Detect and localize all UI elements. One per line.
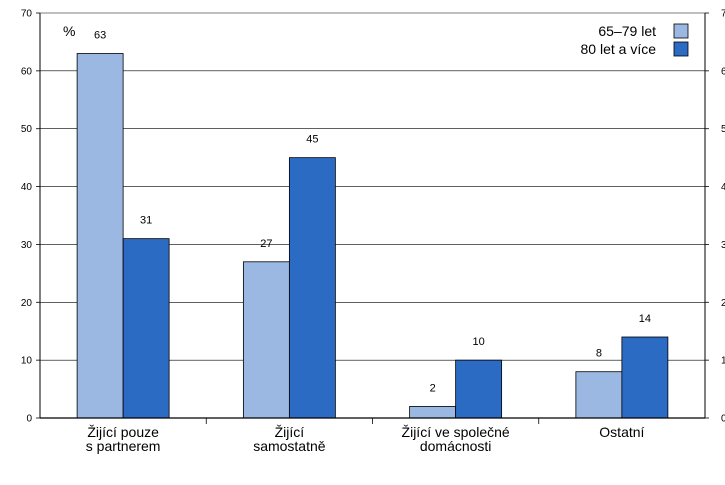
- y-tick-label-right: 70: [721, 9, 725, 20]
- y-tick-label: 70: [21, 9, 33, 20]
- y-axis-right: 0 10 20 30 40 50 60 70: [704, 9, 725, 425]
- bar-series1: [76, 53, 124, 419]
- x-category-label: domácnosti: [420, 438, 492, 454]
- x-category-label: Žijící ve společné: [402, 424, 510, 440]
- legend-swatch: [673, 23, 689, 39]
- y-tick-label-right: 0: [721, 414, 725, 425]
- bar-series1: [242, 261, 290, 419]
- legend: 65–79 let 80 let a více: [581, 23, 689, 57]
- value-labels: 63 31 27 45 2 10 8 14: [94, 30, 651, 395]
- y-tick-label: 60: [21, 66, 33, 77]
- y-unit-label: %: [63, 23, 75, 39]
- x-category-label: Žijící pouze: [87, 424, 159, 440]
- data-label: 63: [94, 30, 106, 42]
- x-category-label: Žijící: [275, 424, 305, 440]
- data-label: 14: [639, 313, 651, 325]
- y-tick-label: 50: [21, 124, 33, 135]
- y-tick-label-right: 20: [721, 298, 725, 309]
- data-label: 31: [140, 215, 152, 227]
- y-tick-label: 10: [21, 356, 33, 367]
- y-tick-label-right: 30: [721, 240, 725, 251]
- y-tick-label: 20: [21, 298, 33, 309]
- bars: [76, 53, 669, 419]
- legend-label: 80 let a více: [581, 41, 657, 57]
- y-tick-label: 40: [21, 182, 33, 193]
- legend-label: 65–79 let: [598, 23, 656, 39]
- bar-series2: [122, 238, 170, 419]
- data-label: 10: [473, 336, 485, 348]
- x-category-label: samostatně: [253, 438, 326, 454]
- y-tick-label-right: 10: [721, 356, 725, 367]
- data-label: 45: [306, 134, 318, 146]
- y-tick-label-right: 60: [721, 66, 725, 77]
- data-label: 2: [430, 382, 436, 394]
- y-tick-label: 30: [21, 240, 33, 251]
- x-category-label: s partnerem: [86, 438, 161, 454]
- y-tick-label-right: 40: [721, 182, 725, 193]
- x-category-label: Ostatní: [599, 424, 644, 440]
- y-tick-label: 0: [26, 414, 32, 425]
- bar-series1: [575, 371, 623, 419]
- bar-series2: [621, 336, 669, 419]
- y-tick-label-right: 50: [721, 124, 725, 135]
- data-label: 27: [260, 238, 272, 250]
- bar-series2: [288, 157, 336, 419]
- y-axis-left: 0 10 20 30 40 50 60 70: [21, 9, 41, 425]
- bar-series2: [455, 359, 503, 419]
- legend-swatch: [673, 41, 689, 57]
- bar-series1: [409, 406, 457, 419]
- data-label: 8: [596, 348, 602, 360]
